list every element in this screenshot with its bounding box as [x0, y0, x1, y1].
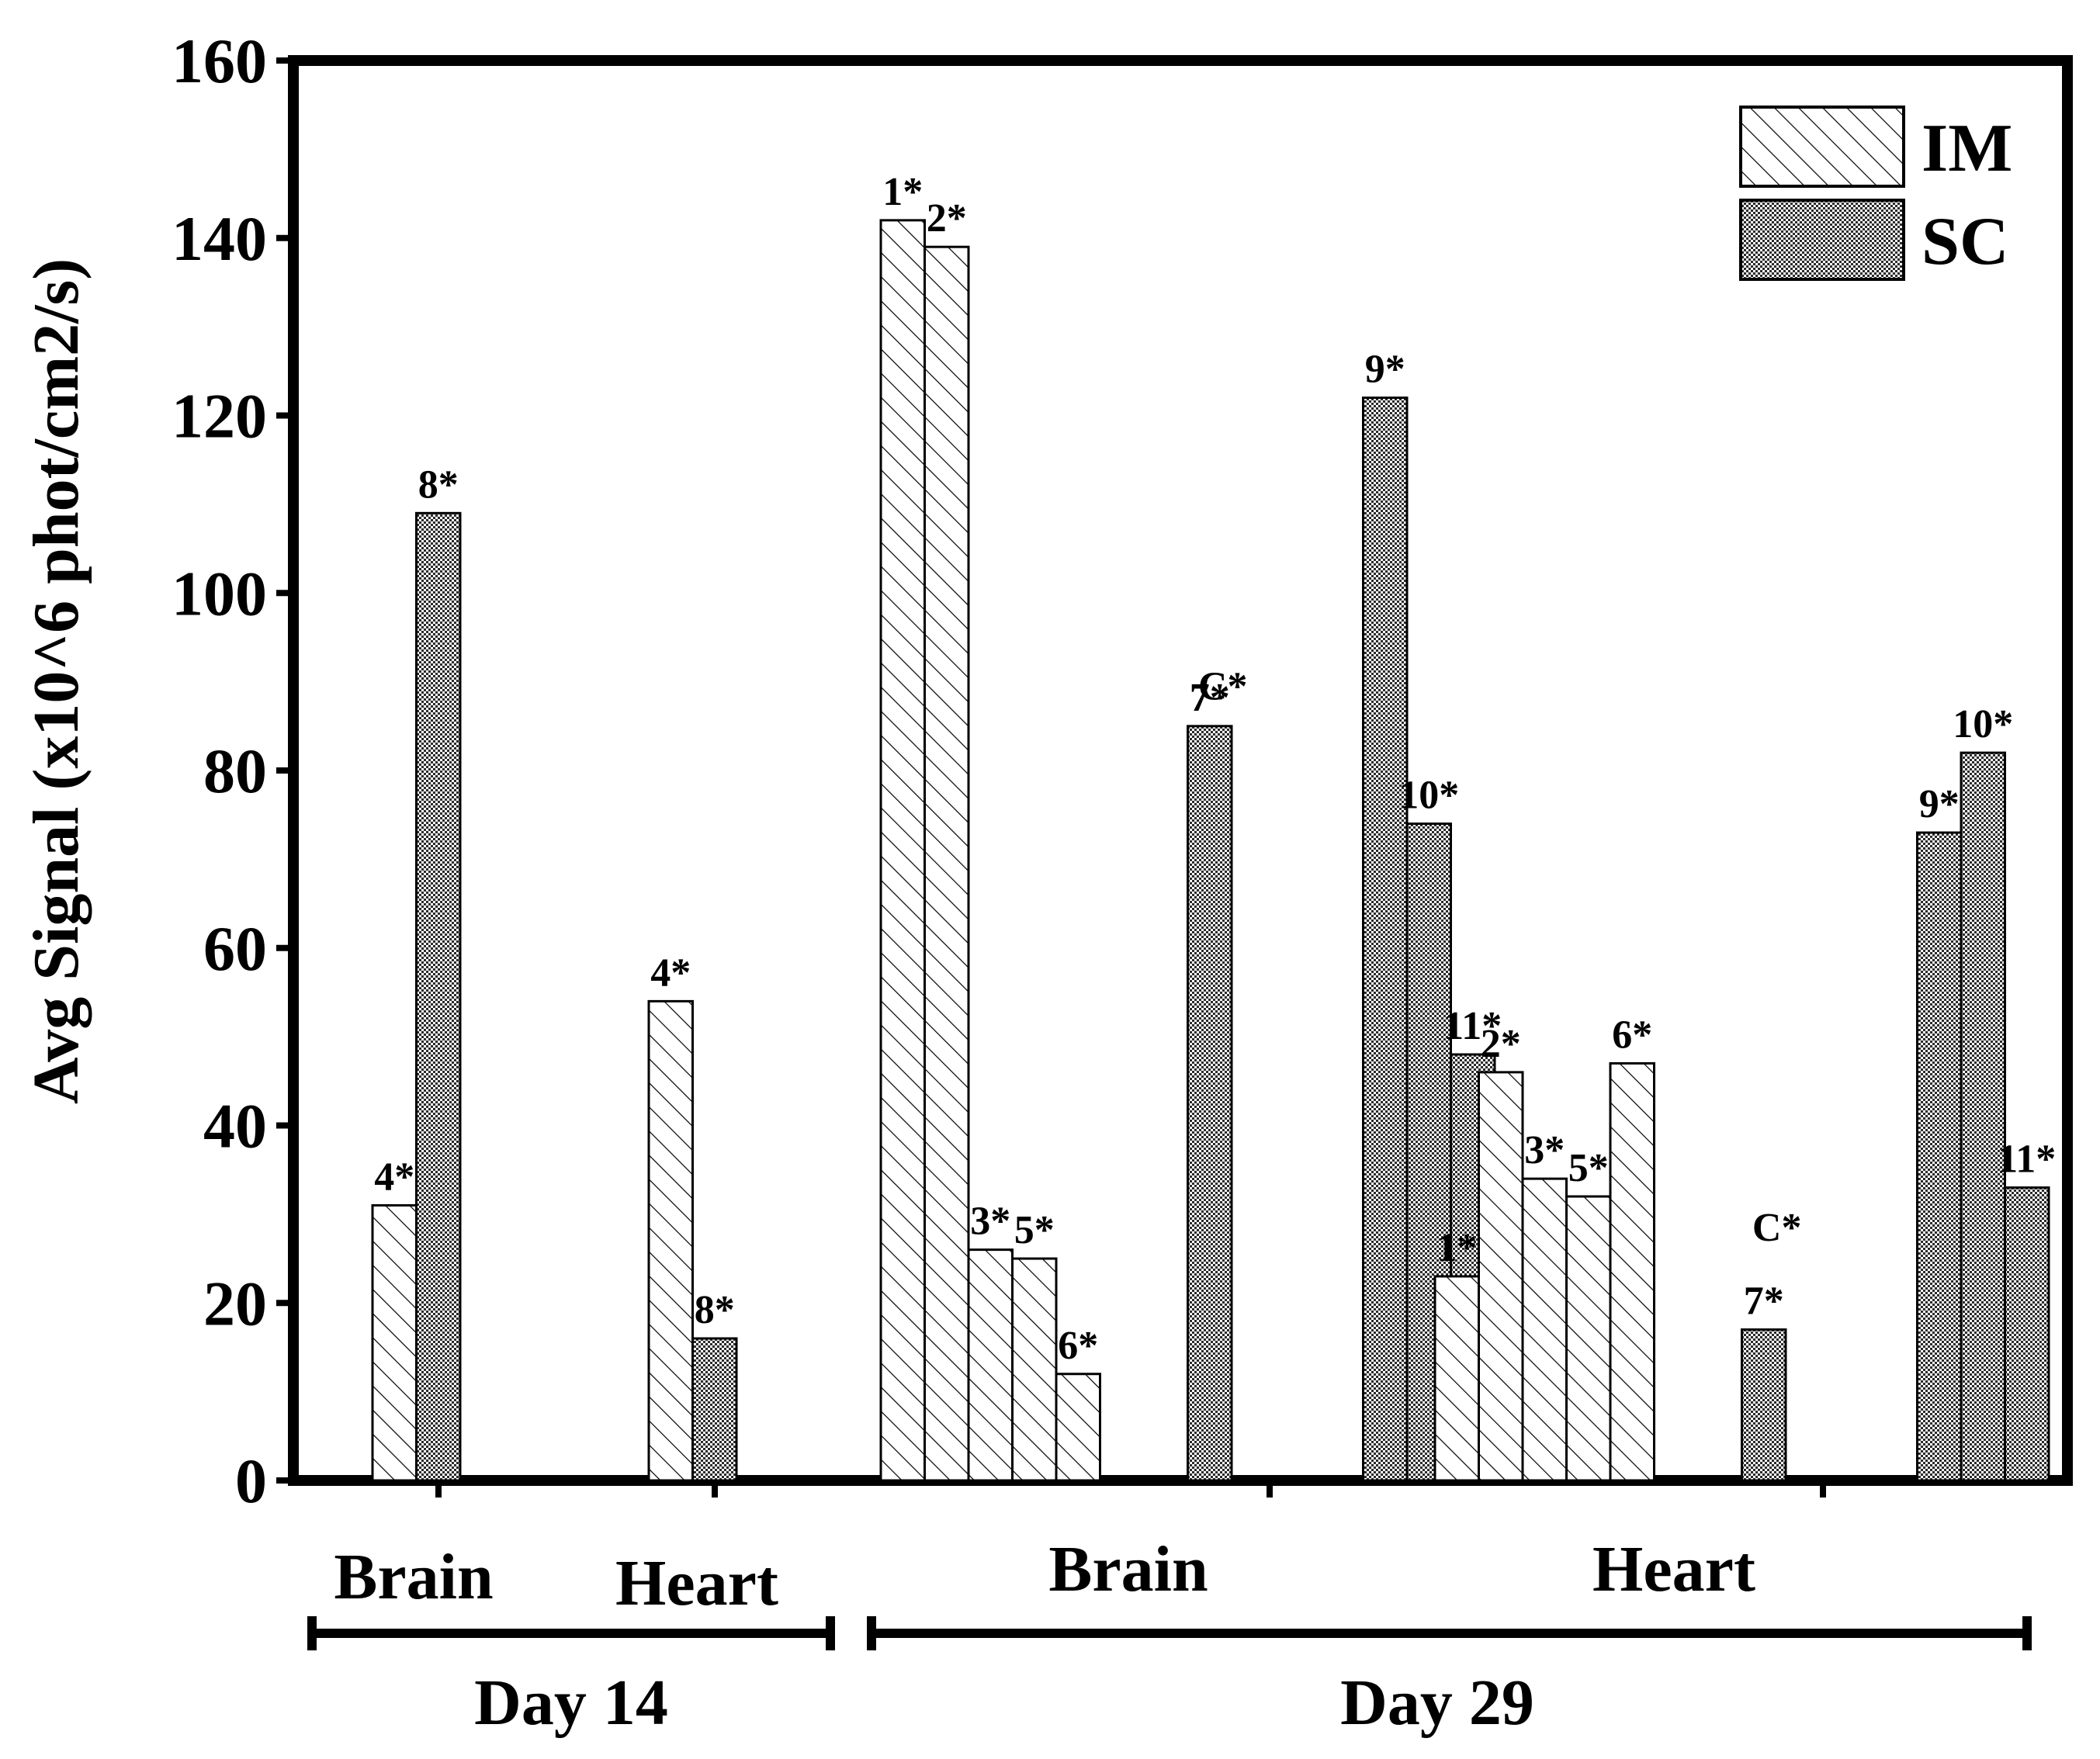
y-tick-label: 100	[172, 558, 267, 628]
y-tick-label: 40	[203, 1091, 267, 1162]
bar-data-label: 4*	[650, 950, 691, 995]
bar-day29-heart-im	[1433, 1275, 1480, 1482]
bar-day29-heart-sc	[1960, 751, 2006, 1482]
bar-data-label: 2*	[1481, 1022, 1521, 1066]
bar-data-label: 9*	[1365, 348, 1405, 392]
bar-labels: 4*8*4*8*1*2*3* 5*6*7*C*9*10*11*1*2*3* 5*6*…	[374, 170, 2056, 1368]
bar-data-label: 4*	[374, 1155, 414, 1199]
bar-data-label: 7*	[1744, 1279, 1784, 1324]
bar-data-label: 1*	[1436, 1226, 1477, 1270]
bar-data-label: 9*	[1919, 782, 1960, 826]
day-label: Day 29	[1340, 1667, 1534, 1739]
y-tick-label: 120	[172, 381, 267, 452]
bar-day29-heart-im	[1609, 1061, 1655, 1482]
bar-data-label: 5*	[1014, 1208, 1055, 1252]
bar-day29-heart-sc	[1741, 1328, 1787, 1482]
bar-day29-brain-im	[879, 219, 926, 1482]
bar-data-label: 10*	[1953, 702, 2013, 746]
bar-day29-heart-sc	[1916, 831, 1963, 1482]
y-tick-label: 60	[203, 913, 267, 984]
bar-day14-brain-sc	[415, 511, 462, 1482]
y-tick-label: 160	[172, 26, 267, 96]
bar-day29-heart-sc	[2004, 1186, 2050, 1482]
bar-day29-brain-im	[924, 245, 970, 1482]
bar-data-label: 7*	[1190, 676, 1230, 720]
x-axis: Brain Heart Brain Heart Day 14 Day 29	[307, 1480, 2032, 1739]
bar-day29-brain-im	[1055, 1373, 1101, 1482]
legend-swatch-im	[1739, 106, 1905, 188]
bar-day29-brain-sc	[1362, 396, 1409, 1482]
y-tick-label: 0	[235, 1446, 267, 1516]
bar-data-label: 3*	[970, 1200, 1010, 1244]
legend-label: SC	[1922, 204, 2009, 279]
y-tick-label: 80	[203, 736, 267, 806]
y-axis: 0 20 40 60 80 100 120 140 160	[172, 26, 293, 1516]
bar-day14-brain-im	[371, 1203, 418, 1482]
y-tick-label: 140	[172, 203, 267, 274]
legend-swatch-sc	[1739, 199, 1905, 281]
legend-label: IM	[1922, 111, 2012, 186]
day-label: Day 14	[474, 1667, 668, 1739]
tissue-label: Heart	[615, 1547, 778, 1619]
bar-data-label: 5*	[1568, 1146, 1609, 1190]
tissue-label: Brain	[1048, 1533, 1208, 1605]
bar-data-label: 11*	[1443, 1004, 1502, 1048]
bar-day29-brain-sc	[1187, 725, 1233, 1482]
bar-day29-heart-im	[1521, 1177, 1568, 1482]
bar-data-label: 8*	[695, 1288, 735, 1332]
bars	[371, 219, 2050, 1482]
tissue-label: Brain	[334, 1541, 493, 1613]
bar-data-label: 11*	[1998, 1137, 2056, 1182]
bar-day29-brain-im	[1011, 1257, 1058, 1482]
bar-data-label: 1*	[882, 170, 923, 214]
bar-day29-heart-im	[1565, 1195, 1612, 1482]
bar-day14-heart-sc	[691, 1337, 738, 1482]
bar-data-label: 2*	[927, 196, 967, 241]
bar-day29-brain-im	[967, 1248, 1014, 1482]
y-axis-label: Avg Signal (x10^6 phot/cm2/s)	[20, 258, 92, 1104]
bar-day14-heart-im	[647, 999, 694, 1482]
bar-data-label: 8*	[418, 462, 459, 507]
y-tick-label: 20	[203, 1268, 267, 1338]
bar-data-label: C*	[1198, 665, 1248, 709]
bar-day29-heart-im	[1478, 1071, 1524, 1482]
bar-data-label: 6*	[1612, 1013, 1652, 1057]
tissue-label: Heart	[1592, 1533, 1755, 1605]
legend: IM SC	[1739, 106, 2012, 281]
bar-data-label: 6*	[1058, 1324, 1098, 1368]
bar-data-label: C*	[1752, 1206, 1802, 1250]
bar-data-label: 3*	[1524, 1128, 1565, 1172]
bar-data-label: 10*	[1398, 774, 1459, 818]
